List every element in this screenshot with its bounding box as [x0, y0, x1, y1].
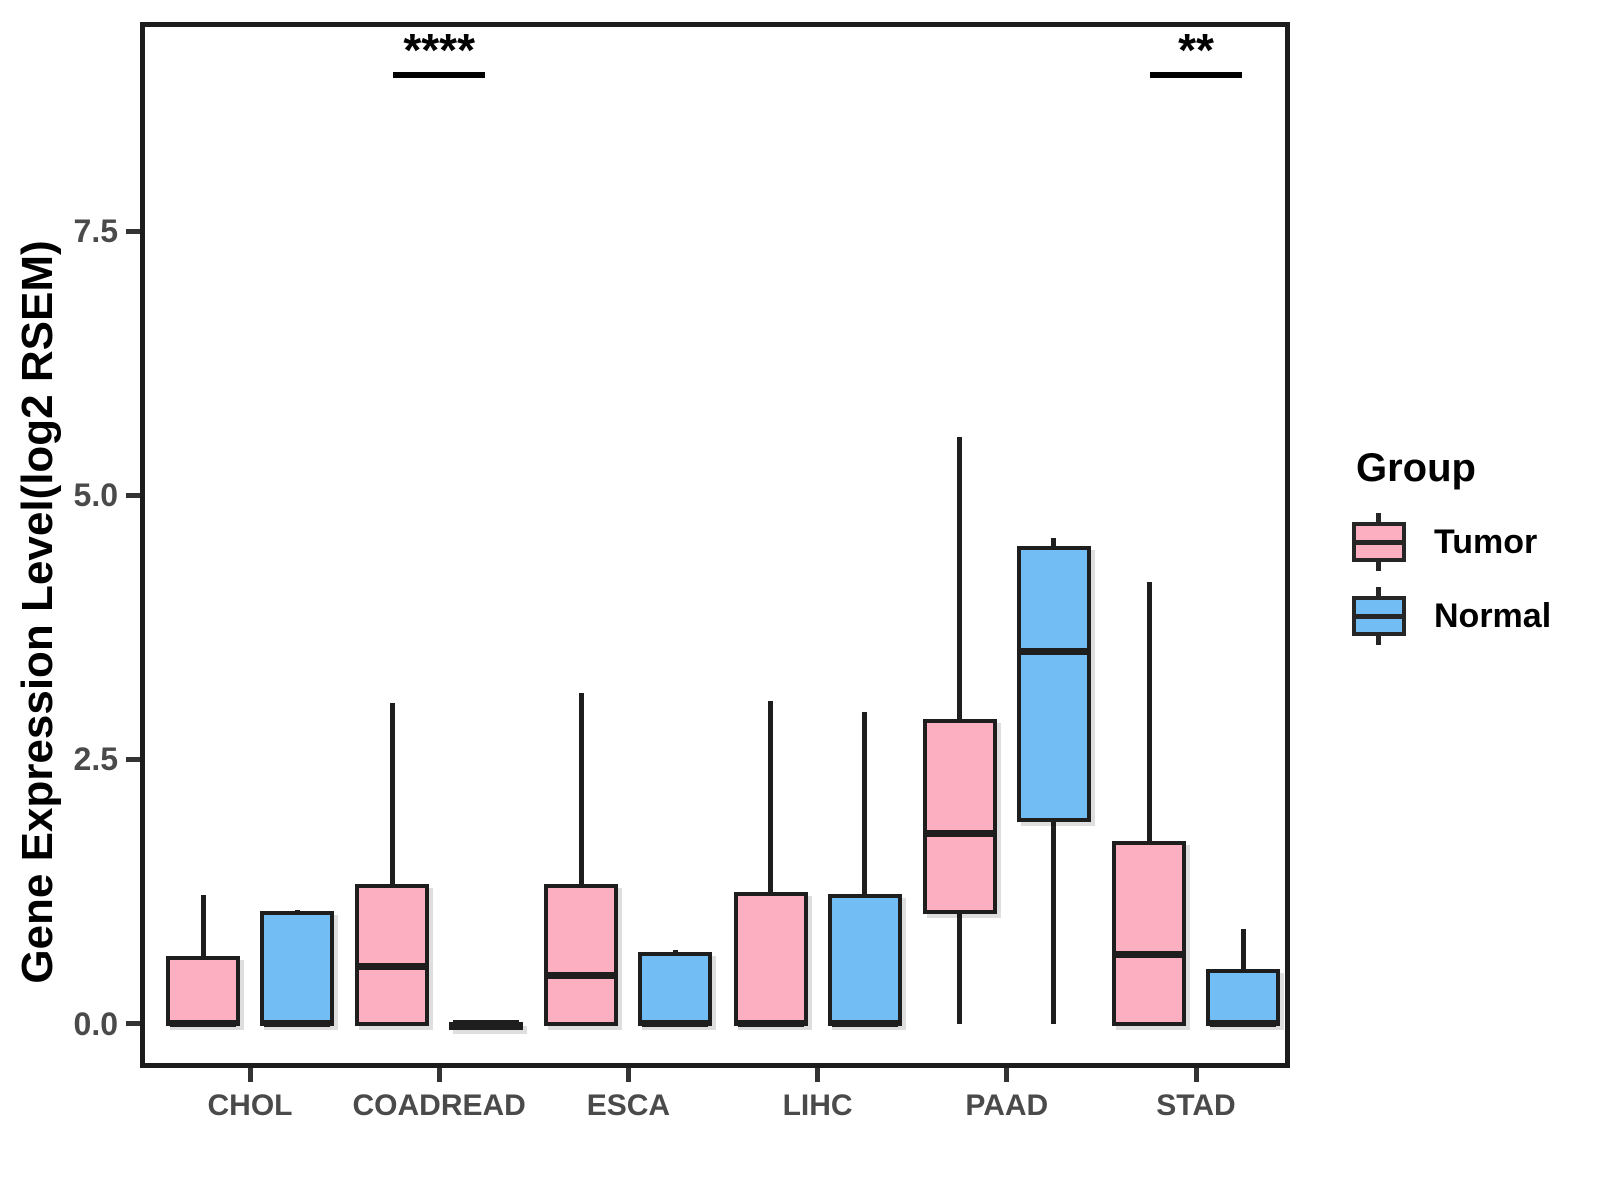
x-tick-label-esca: ESCA — [586, 1089, 671, 1122]
significance-bar-coadread — [393, 72, 486, 78]
y-tick-label: 0.0 — [73, 1005, 118, 1042]
box-stad-normal — [1206, 968, 1280, 1026]
y-axis-title: Gene Expression Level(log2 RSEM) — [13, 240, 62, 984]
median-line-paad-normal — [1020, 648, 1087, 656]
box-paad-tumor — [922, 719, 997, 914]
y-tick-mark — [126, 1021, 140, 1027]
box-lihc-tumor — [733, 891, 808, 1026]
legend-items: Tumor Normal — [1352, 513, 1592, 645]
legend-label: Normal — [1434, 596, 1552, 635]
legend-item-normal: Normal — [1352, 587, 1592, 645]
box-chol-tumor — [166, 956, 240, 1026]
x-tick-mark — [247, 1068, 253, 1082]
x-tick-label-stad: STAD — [1156, 1089, 1236, 1122]
x-tick-mark — [1193, 1068, 1199, 1082]
whisker-lihc-normal — [862, 711, 868, 1024]
x-tick-label-paad: PAAD — [965, 1089, 1049, 1122]
legend-key-boxplot-icon — [1352, 587, 1406, 645]
median-line-esca-tumor — [548, 971, 615, 979]
median-line-paad-tumor — [926, 829, 993, 837]
y-tick-mark — [126, 228, 140, 234]
significance-stars-stad: ** — [1178, 24, 1214, 76]
median-line-esca-normal — [642, 1020, 709, 1028]
significance-stars-coadread: **** — [403, 24, 475, 76]
legend-key-boxplot-icon — [1352, 513, 1406, 571]
median-line-stad-tumor — [1116, 951, 1182, 959]
y-tick-mark — [126, 492, 140, 498]
legend-item-tumor: Tumor — [1352, 513, 1592, 571]
y-tick-mark — [126, 756, 140, 762]
legend-title: Group — [1356, 446, 1476, 490]
median-line-coadread-tumor — [359, 963, 426, 971]
whisker-esca-tumor — [578, 692, 584, 1024]
x-tick-mark — [625, 1068, 631, 1082]
x-tick-label-chol: CHOL — [207, 1089, 293, 1122]
median-line-stad-normal — [1210, 1020, 1276, 1028]
whisker-stad-tumor — [1146, 581, 1152, 1024]
median-line-chol-normal — [264, 1020, 330, 1028]
x-tick-label-coadread: COADREAD — [352, 1089, 526, 1122]
significance-bar-stad — [1150, 72, 1242, 78]
legend-label: Tumor — [1434, 522, 1538, 561]
box-esca-tumor — [544, 884, 619, 1026]
y-tick-label: 5.0 — [73, 477, 118, 514]
box-paad-normal — [1016, 546, 1091, 822]
median-line-coadread-normal — [453, 1020, 520, 1028]
median-line-lihc-normal — [831, 1020, 898, 1028]
box-lihc-normal — [827, 893, 902, 1026]
legend: Group Tumor Normal — [1352, 446, 1592, 661]
x-tick-mark — [815, 1068, 821, 1082]
median-line-lihc-tumor — [737, 1020, 804, 1028]
box-stad-tumor — [1112, 840, 1186, 1026]
box-coadread-tumor — [355, 884, 430, 1026]
whisker-lihc-tumor — [768, 701, 774, 1024]
y-tick-label: 2.5 — [73, 741, 118, 778]
x-tick-label-lihc: LIHC — [782, 1089, 853, 1122]
whisker-coadread-tumor — [389, 703, 395, 1024]
x-tick-mark — [1004, 1068, 1010, 1082]
box-chol-normal — [260, 910, 334, 1026]
y-tick-label: 7.5 — [73, 213, 118, 250]
x-tick-mark — [436, 1068, 442, 1082]
plot-panel — [140, 22, 1290, 1068]
median-line-chol-tumor — [170, 1020, 236, 1028]
box-esca-normal — [638, 951, 713, 1026]
